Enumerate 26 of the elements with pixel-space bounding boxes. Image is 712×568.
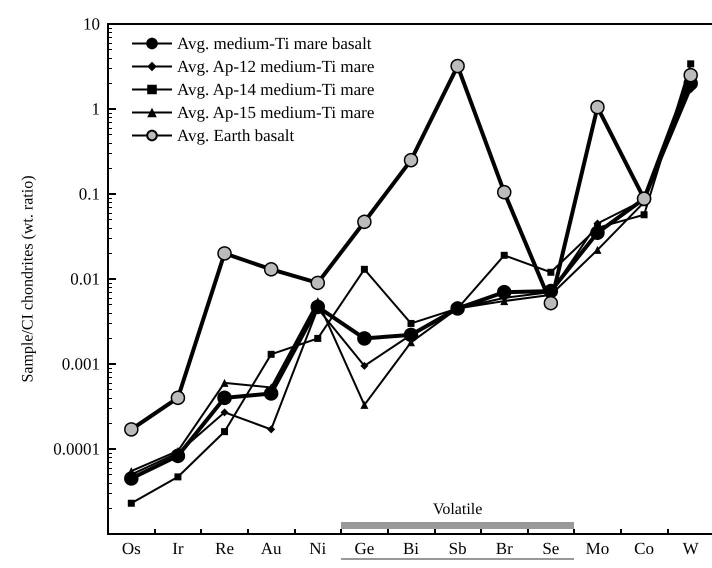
- y-tick-label: 0.01: [70, 270, 100, 288]
- legend-label: Avg. Ap-14 medium-Ti mare: [177, 80, 374, 99]
- x-tick-label: Au: [260, 539, 282, 558]
- legend-label: Avg. Earth basalt: [177, 126, 295, 145]
- x-tick-label: Co: [634, 539, 654, 558]
- x-tick-label: Sb: [448, 539, 467, 558]
- x-tick-label: Se: [542, 539, 560, 558]
- x-tick-label: Ir: [172, 539, 184, 558]
- x-tick-label: Bi: [402, 539, 420, 558]
- x-tick-label: Ge: [354, 539, 374, 558]
- y-tick-label: 10: [83, 14, 100, 34]
- x-tick-label: Os: [122, 539, 141, 558]
- x-tick-label: Mo: [586, 539, 610, 558]
- annotation: Volatile: [432, 501, 482, 519]
- legend-label: Avg. Ap-12 medium-Ti mare: [177, 57, 374, 76]
- y-tick-label: 0.1: [78, 184, 100, 204]
- y-tick-label: 0.001: [62, 354, 100, 374]
- y-tick-label: 0.0001: [53, 440, 100, 458]
- x-tick-label: Re: [215, 539, 234, 558]
- legend-label: Avg. Ap-15 medium-Ti mare: [177, 103, 374, 122]
- x-tick-label: Br: [496, 539, 514, 558]
- x-tick-label: W: [682, 539, 700, 558]
- y-axis-title: Sample/CI chondrites (wt. ratio): [20, 175, 36, 383]
- y-tick-label: 1: [92, 100, 100, 118]
- legend-label: Avg. medium-Ti mare basalt: [177, 34, 372, 53]
- x-tick-label: Ni: [309, 539, 327, 558]
